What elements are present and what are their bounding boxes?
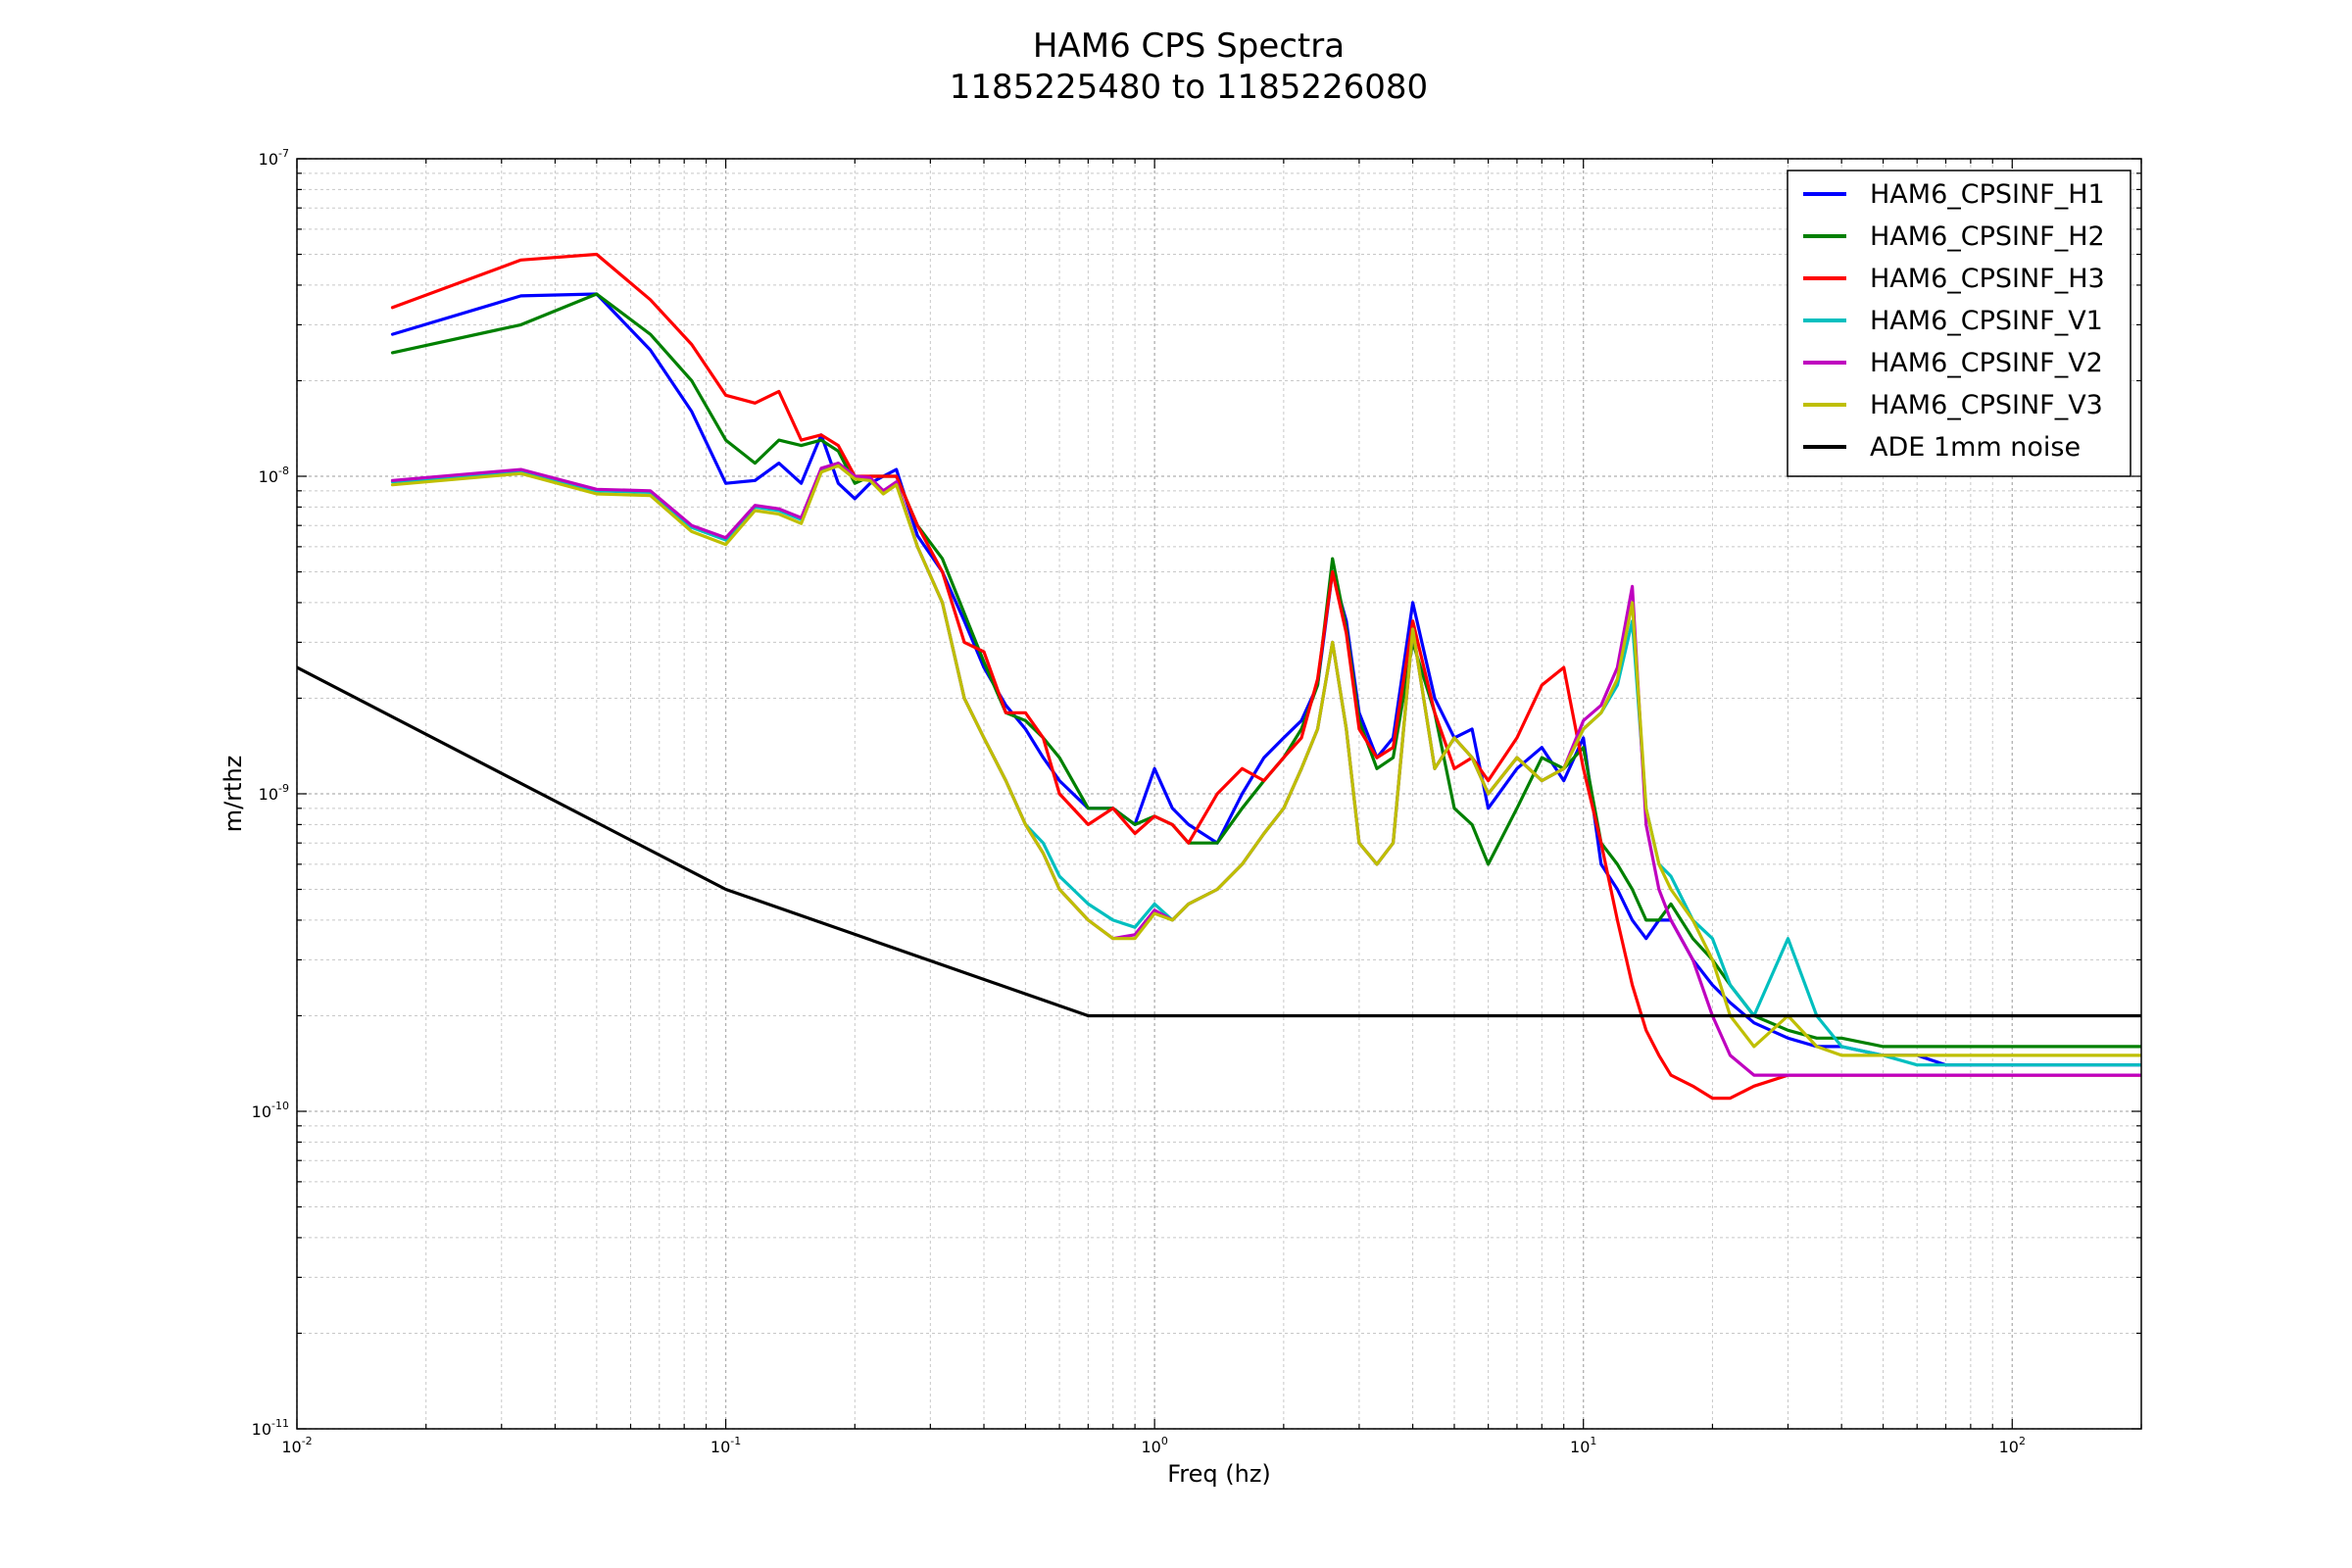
- legend-box: [1787, 170, 2132, 477]
- y-axis-label: m/rthz: [220, 756, 247, 833]
- legend-label: ADE 1mm noise: [1870, 432, 2081, 463]
- series-line-ham6-cpsinf-v3: [390, 464, 2141, 1057]
- legend-label: HAM6_CPSINF_V1: [1870, 306, 2103, 336]
- tick-labels: 10-2 10-1 100 101 102 10-11 10-10 10-9 10-8 10-7: [252, 147, 2026, 1456]
- x-tick-label: 100: [1141, 1435, 1167, 1456]
- series-group: [297, 252, 2141, 1101]
- legend-label: HAM6_CPSINF_H3: [1870, 264, 2105, 294]
- y-tick-label: 10-9: [259, 782, 289, 804]
- axis-ticks: [296, 158, 2142, 1430]
- x-axis-label: Freq (hz): [1167, 1460, 1271, 1488]
- y-tick-label: 10-7: [259, 147, 289, 169]
- y-tick-label: 10-11: [252, 1417, 289, 1439]
- legend-label: HAM6_CPSINF_H1: [1870, 179, 2105, 210]
- chart-title: HAM6 CPS Spectra: [1033, 26, 1345, 66]
- y-tick-label: 10-8: [259, 465, 289, 486]
- y-tick-label: 10-10: [252, 1100, 289, 1121]
- legend-items: HAM6_CPSINF_H1 HAM6_CPSINF_H2 HAM6_CPSINF_…: [1803, 179, 2105, 463]
- chart-subtitle: 1185225480 to 1185226080: [950, 68, 1428, 107]
- legend-label: HAM6_CPSINF_H2: [1870, 221, 2105, 252]
- legend-label: HAM6_CPSINF_V2: [1870, 348, 2103, 378]
- x-tick-label: 10-2: [281, 1435, 312, 1456]
- legend-label: HAM6_CPSINF_V3: [1870, 390, 2103, 420]
- series-line-ade-1mm-noise: [297, 665, 2141, 1018]
- x-tick-label: 102: [1999, 1435, 2026, 1456]
- x-tick-label: 10-1: [710, 1435, 741, 1456]
- legend: HAM6_CPSINF_H1 HAM6_CPSINF_H2 HAM6_CPSINF_…: [1787, 170, 2132, 477]
- x-tick-label: 101: [1570, 1435, 1596, 1456]
